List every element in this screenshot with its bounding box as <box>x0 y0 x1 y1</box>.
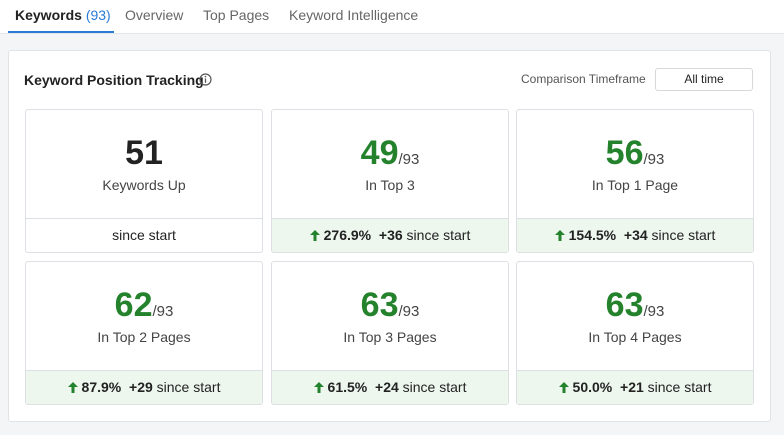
change-delta: +21 <box>620 379 644 395</box>
change-delta: +24 <box>375 379 399 395</box>
tab-bar: Keywords (93) Overview Top Pages Keyword… <box>0 0 784 34</box>
metric-card: 62/93 In Top 2 Pages 87.9% +29 since start <box>25 261 263 405</box>
metric-value: 62/93 <box>26 286 262 325</box>
metric-footer: 61.5% +24 since start <box>272 370 508 404</box>
metric-footer: 87.9% +29 since start <box>26 370 262 404</box>
metric-number: 62 <box>114 286 153 324</box>
metric-value: 63/93 <box>517 286 753 325</box>
footer-suffix: since start <box>647 379 712 395</box>
change-percent: 50.0% <box>572 379 613 395</box>
footer-suffix: since start <box>112 227 176 243</box>
metric-label: Keywords Up <box>102 177 186 193</box>
change-percent: 276.9% <box>323 227 372 243</box>
metric-footer: 276.9% +36 since start <box>272 218 508 252</box>
change-delta: +29 <box>129 379 153 395</box>
metric-card: 49/93 In Top 3 276.9% +36 since start <box>271 109 509 253</box>
change-percent: 61.5% <box>327 379 368 395</box>
info-icon[interactable] <box>199 73 212 86</box>
footer-suffix: since start <box>156 379 221 395</box>
metric-label: In Top 4 Pages <box>588 329 682 345</box>
metric-footer: 154.5% +34 since start <box>517 218 753 252</box>
metric-value: 56/93 <box>517 134 753 173</box>
metric-label: In Top 2 Pages <box>97 329 191 345</box>
metric-label: In Top 3 Pages <box>343 329 437 345</box>
metric-value: 51 <box>26 134 262 173</box>
metric-number: 56 <box>605 134 644 172</box>
metric-total: /93 <box>643 303 665 320</box>
metric-card: 51 Keywords Up since start <box>25 109 263 253</box>
metric-card: 63/93 In Top 4 Pages 50.0% +21 since start <box>516 261 754 405</box>
change-delta: +34 <box>623 227 648 243</box>
tab[interactable]: Top Pages <box>203 7 270 23</box>
active-tab-indicator <box>8 31 114 33</box>
up-arrow <box>313 382 324 393</box>
tracking-panel: Keyword Position Tracking Comparison Tim… <box>8 50 771 422</box>
up-arrow <box>67 382 78 393</box>
metric-total: /93 <box>398 303 420 320</box>
timeframe-label: Comparison Timeframe <box>521 72 646 86</box>
metric-value: 63/93 <box>272 286 508 325</box>
change-delta: +36 <box>378 227 403 243</box>
metric-label: In Top 1 Page <box>591 177 679 193</box>
metric-total: /93 <box>398 151 420 168</box>
metric-card: 63/93 In Top 3 Pages 61.5% +24 since start <box>271 261 509 405</box>
metric-value: 49/93 <box>272 134 508 173</box>
timeframe-select[interactable]: All time <box>655 68 753 91</box>
tab[interactable]: Keyword Intelligence <box>289 7 419 23</box>
footer-suffix: since start <box>402 379 467 395</box>
tab[interactable]: Overview <box>125 7 184 23</box>
metric-label: In Top 3 <box>365 177 415 193</box>
change-percent: 154.5% <box>568 227 617 243</box>
up-arrow <box>554 230 565 241</box>
metric-total: /93 <box>152 303 174 320</box>
up-arrow <box>309 230 320 241</box>
metric-total: /93 <box>643 151 665 168</box>
panel-title: Keyword Position Tracking <box>24 72 204 88</box>
footer-suffix: since start <box>651 227 716 243</box>
metric-number: 63 <box>360 286 399 324</box>
metric-footer: since start <box>26 218 262 252</box>
metric-footer: 50.0% +21 since start <box>517 370 753 404</box>
metric-number: 51 <box>125 134 163 172</box>
footer-suffix: since start <box>406 227 471 243</box>
change-percent: 87.9% <box>81 379 122 395</box>
tab-label: Keywords <box>15 7 82 23</box>
metric-number: 49 <box>360 134 399 172</box>
tab-count: (93) <box>85 7 111 23</box>
tab[interactable]: Keywords (93) <box>15 7 111 23</box>
up-arrow <box>558 382 569 393</box>
metric-number: 63 <box>605 286 644 324</box>
metric-card: 56/93 In Top 1 Page 154.5% +34 since start <box>516 109 754 253</box>
